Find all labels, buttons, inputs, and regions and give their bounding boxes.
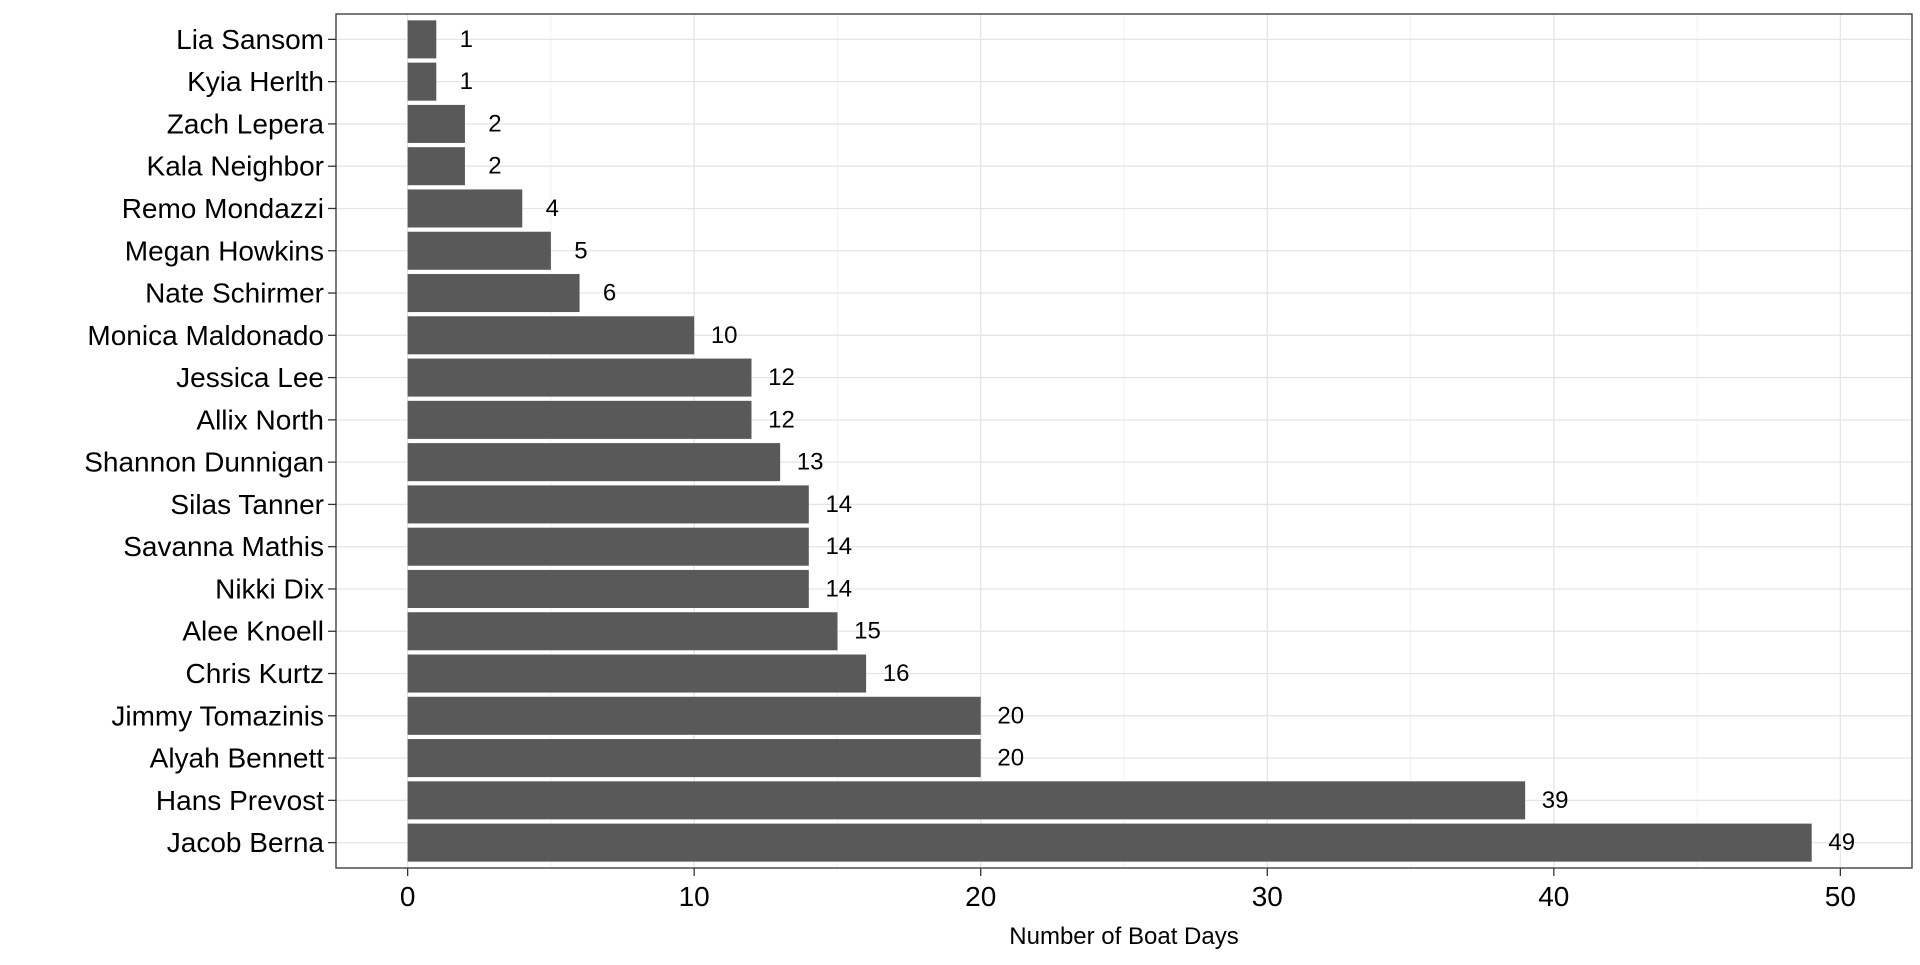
x-tick-label: 40	[1538, 881, 1569, 912]
y-tick-label: Lia Sansom	[176, 24, 324, 55]
y-tick-label: Silas Tanner	[170, 489, 324, 520]
bars	[407, 20, 1812, 862]
bar	[407, 316, 695, 355]
y-tick-label: Jessica Lee	[176, 362, 324, 393]
bar	[407, 147, 465, 186]
value-label: 1	[460, 68, 473, 95]
grid-lines	[336, 14, 1912, 868]
value-label: 13	[797, 449, 824, 476]
x-tick-label: 10	[679, 881, 710, 912]
x-tick-label: 30	[1252, 881, 1283, 912]
value-label: 14	[825, 575, 852, 602]
value-label: 5	[574, 237, 587, 264]
y-tick-label: Nikki Dix	[215, 573, 324, 604]
bar	[407, 569, 809, 608]
plot-border	[335, 13, 1913, 869]
value-label: 15	[854, 618, 881, 645]
y-axis: Lia Sansom Kyia Herlth Zach Lepera Kala Nei…	[84, 24, 336, 858]
bar	[407, 485, 809, 524]
x-tick-label: 20	[965, 881, 996, 912]
y-tick-label: Savanna Mathis	[123, 531, 324, 562]
bar	[407, 104, 465, 143]
bar	[407, 781, 1526, 820]
x-axis-title: Number of Boat Days	[1009, 923, 1238, 950]
value-label: 4	[546, 195, 559, 222]
value-label: 16	[883, 660, 910, 687]
bar	[407, 443, 781, 482]
bar	[407, 189, 523, 228]
bar	[407, 358, 752, 397]
bar	[407, 231, 551, 270]
bar	[407, 527, 809, 566]
value-label: 6	[603, 280, 616, 307]
value-label: 49	[1828, 829, 1855, 856]
value-label: 10	[711, 322, 738, 349]
y-tick-label: Jimmy Tomazinis	[111, 700, 324, 731]
y-tick-label: Allix North	[196, 404, 324, 435]
bar	[407, 823, 1812, 862]
value-label: 39	[1542, 787, 1569, 814]
bar	[407, 612, 838, 651]
y-tick-label: Jacob Berna	[167, 827, 325, 858]
y-tick-label: Nate Schirmer	[145, 278, 324, 309]
value-label: 20	[997, 745, 1024, 772]
y-tick-label: Megan Howkins	[125, 235, 324, 266]
value-label: 20	[997, 702, 1024, 729]
bar	[407, 400, 752, 439]
bar	[407, 274, 580, 313]
y-tick-label: Kala Neighbor	[147, 151, 324, 182]
value-label: 14	[825, 491, 852, 518]
y-tick-label: Alee Knoell	[182, 616, 324, 647]
x-tick-label: 0	[400, 881, 416, 912]
y-tick-label: Monica Maldonado	[87, 320, 324, 351]
value-label: 14	[825, 533, 852, 560]
x-axis: 0 10 20 30 40 50	[400, 868, 1856, 912]
bar	[407, 654, 867, 693]
x-tick-label: 50	[1825, 881, 1856, 912]
value-label: 2	[488, 110, 501, 137]
bar	[407, 696, 981, 735]
y-tick-label: Zach Lepera	[167, 108, 325, 139]
bar	[407, 20, 437, 59]
y-tick-label: Shannon Dunnigan	[84, 447, 324, 478]
y-tick-label: Hans Prevost	[156, 785, 324, 816]
y-tick-label: Remo Mondazzi	[122, 193, 324, 224]
bar	[407, 62, 437, 101]
y-tick-label: Alyah Bennett	[150, 743, 325, 774]
value-label: 12	[768, 406, 795, 433]
value-label: 2	[488, 153, 501, 180]
y-tick-label: Kyia Herlth	[187, 66, 324, 97]
value-label: 1	[460, 26, 473, 53]
bar	[407, 739, 981, 778]
y-tick-label: Chris Kurtz	[186, 658, 324, 689]
value-label: 12	[768, 364, 795, 391]
